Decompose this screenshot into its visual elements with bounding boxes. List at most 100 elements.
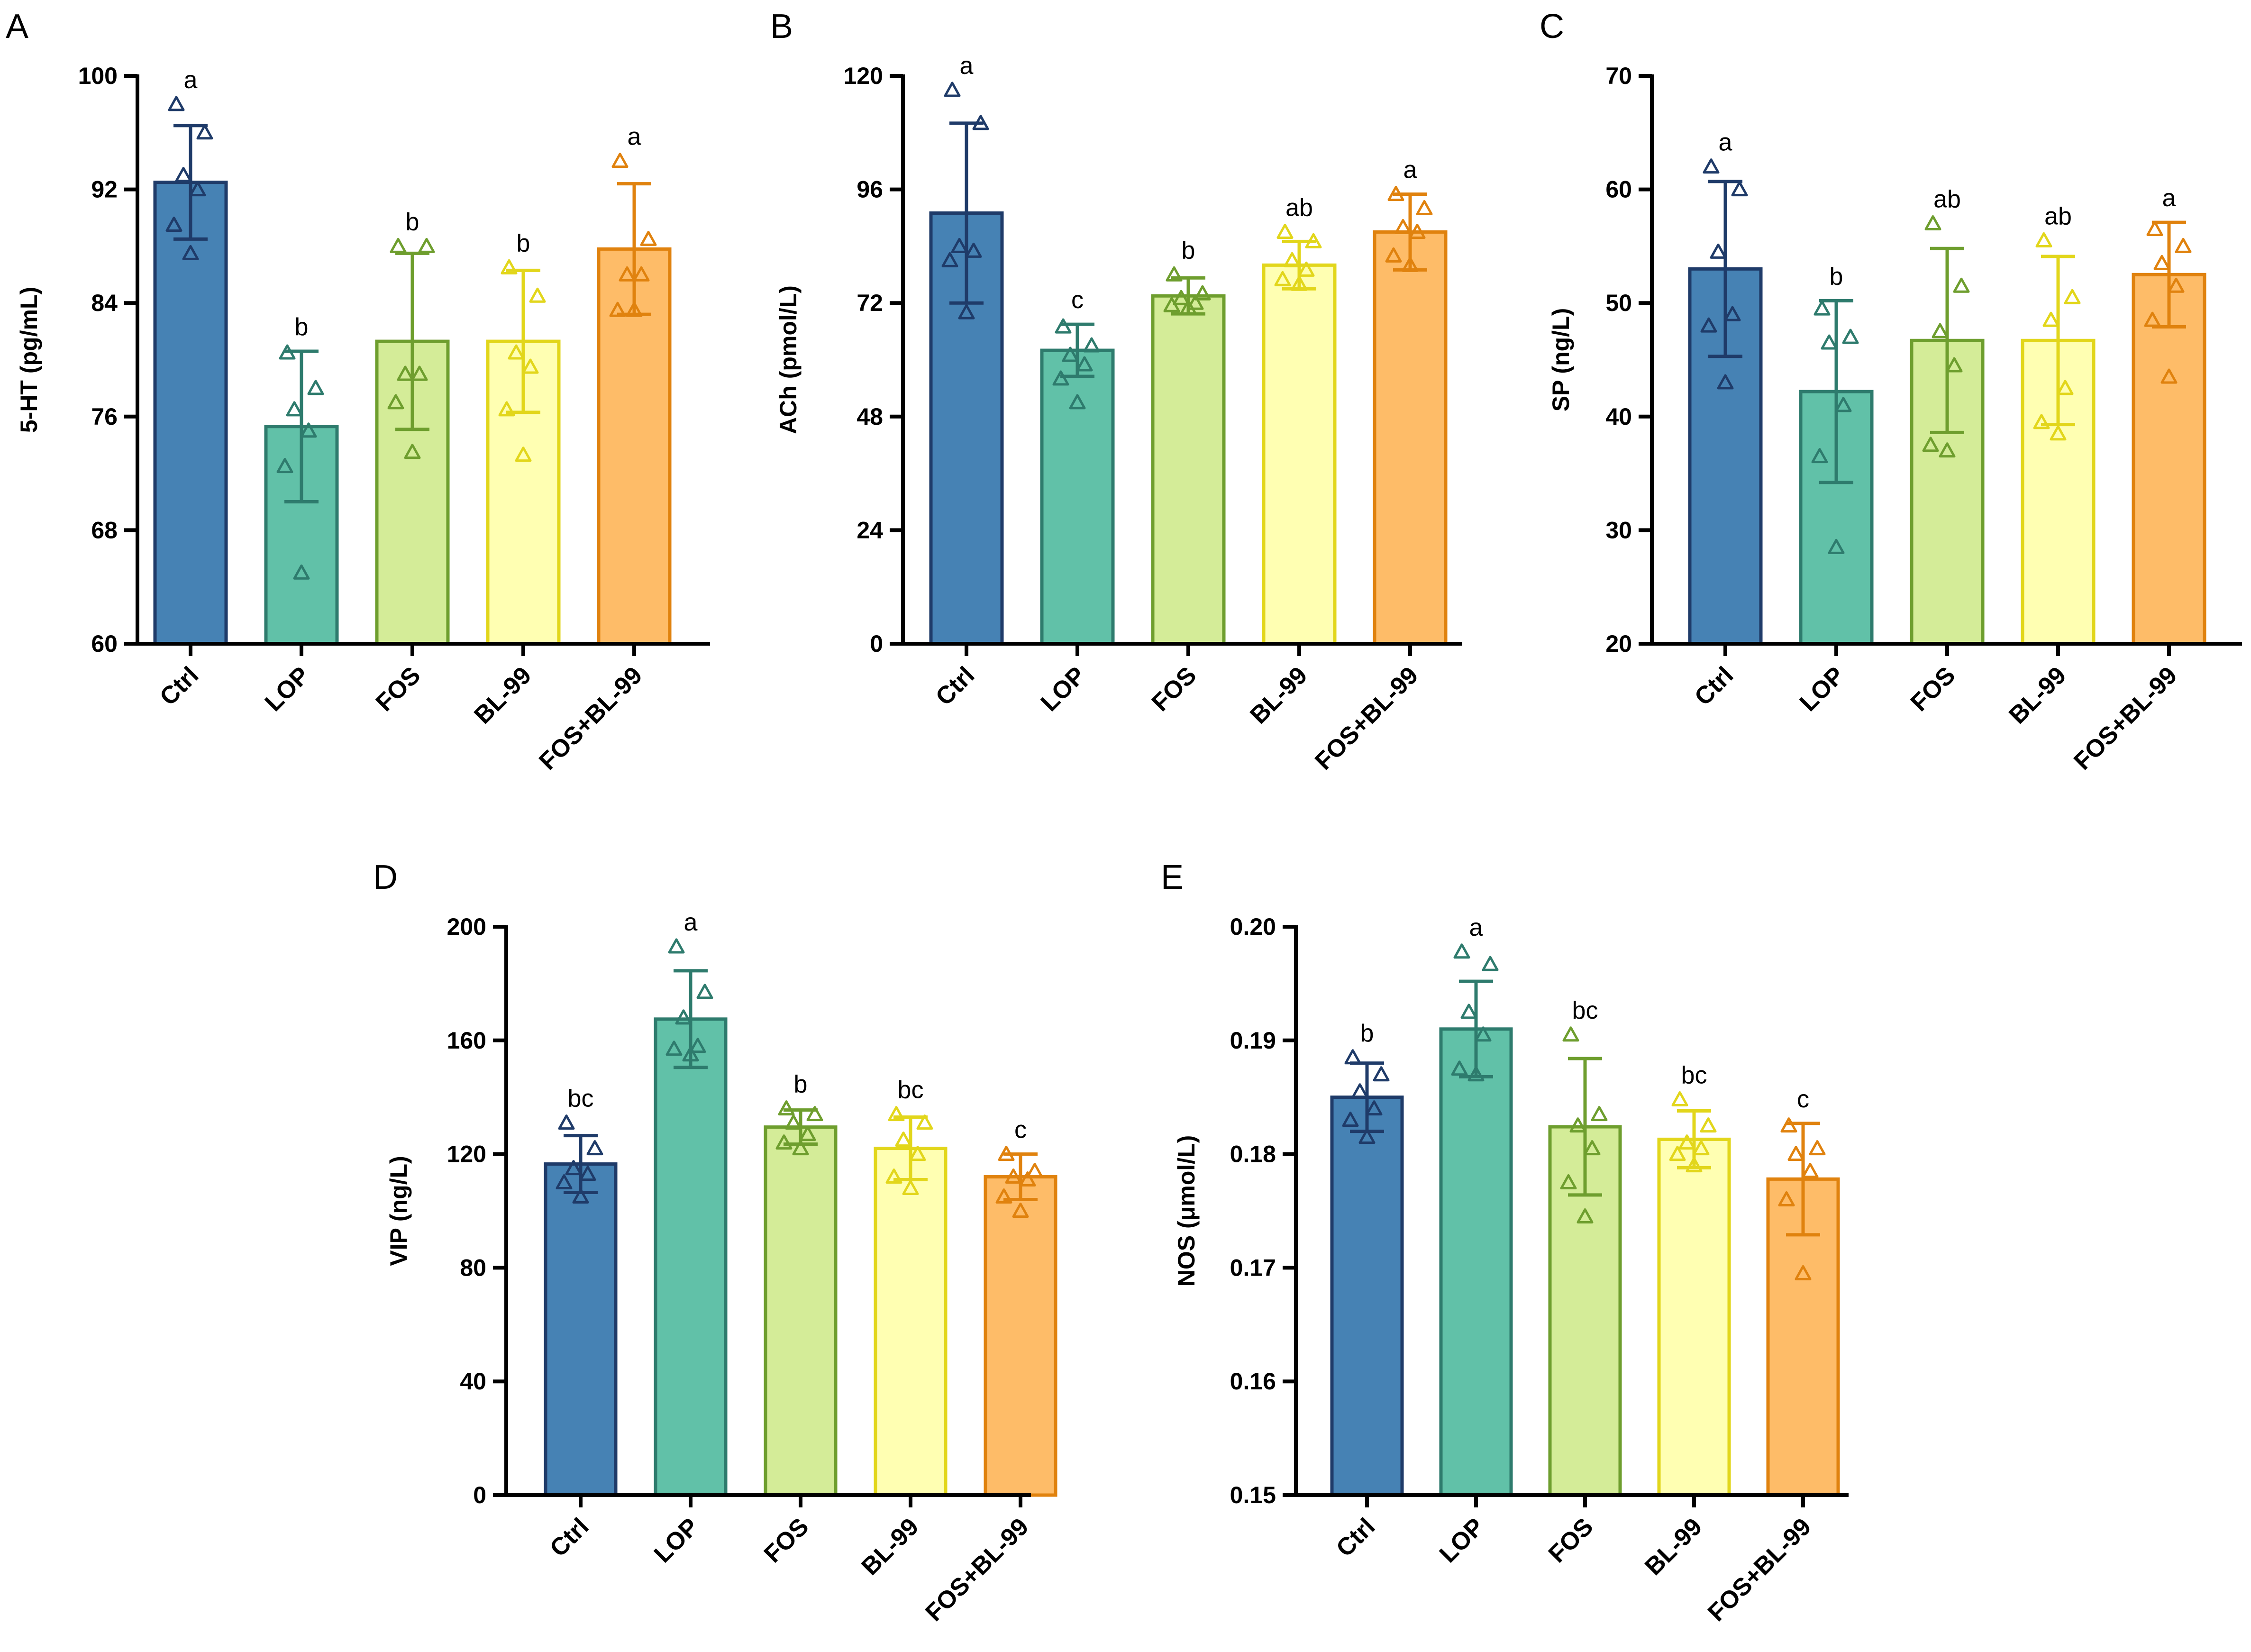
- data-point: [1012, 1203, 1029, 1218]
- data-point: [1460, 1004, 1477, 1019]
- y-tick-label: 48: [857, 403, 883, 430]
- data-point: [1163, 297, 1180, 312]
- data-point: [1946, 357, 1963, 373]
- panel-letter: D: [373, 858, 398, 896]
- significance-label: b: [517, 229, 530, 257]
- category-label: FOS+BL-99: [534, 661, 647, 775]
- y-tick-label: 24: [857, 517, 883, 543]
- data-point: [1731, 181, 1748, 197]
- significance-label: c: [1014, 1116, 1027, 1144]
- data-point: [1351, 1083, 1368, 1099]
- data-point: [1814, 300, 1831, 316]
- data-point: [404, 444, 421, 459]
- data-point: [2160, 368, 2178, 384]
- data-point: [397, 365, 414, 381]
- data-point: [1402, 256, 1419, 272]
- data-point: [1591, 1106, 1608, 1122]
- significance-label: ab: [1933, 185, 1961, 213]
- data-point: [1019, 1171, 1036, 1187]
- data-point: [609, 301, 626, 317]
- bar-bl-99: [2021, 338, 2096, 646]
- data-point: [2035, 232, 2052, 247]
- data-point: [1026, 1163, 1043, 1178]
- data-point: [775, 1134, 793, 1150]
- y-axis-title: SP (ng/L): [1548, 308, 1574, 412]
- y-tick-label: 60: [91, 630, 118, 657]
- data-point: [1724, 306, 1741, 321]
- y-tick-label: 0.16: [1230, 1368, 1276, 1395]
- bar-bl-99: [1657, 1137, 1731, 1497]
- data-point: [1953, 277, 1970, 293]
- data-point: [522, 358, 539, 374]
- data-point: [626, 301, 643, 317]
- data-point: [2033, 414, 2050, 429]
- y-tick-label: 0.18: [1230, 1141, 1276, 1168]
- data-point: [279, 344, 296, 360]
- data-point: [972, 115, 989, 130]
- bar-ctrl: [1330, 1095, 1404, 1497]
- data-point: [1453, 943, 1470, 959]
- data-point: [189, 181, 206, 197]
- data-point: [1187, 294, 1204, 310]
- data-point: [1569, 1117, 1586, 1133]
- y-axis-title: NOS (μmol/L): [1173, 1135, 1200, 1287]
- data-point: [1366, 1100, 1383, 1116]
- data-point: [682, 1046, 699, 1062]
- data-point: [508, 344, 525, 360]
- data-point: [611, 153, 629, 168]
- category-label: Ctrl: [1331, 1513, 1380, 1562]
- category-label: BL-99: [1640, 1513, 1707, 1580]
- data-point: [1584, 1140, 1601, 1156]
- data-point: [1562, 1026, 1579, 1042]
- category-label: BL-99: [856, 1513, 924, 1580]
- data-point: [1076, 356, 1093, 372]
- panel-e: E NOS (μmol/L) b Ctrl a LOP bc FOS bc BL-99 c FOS+B…: [1161, 858, 1849, 1627]
- category-label: FOS+BL-99: [1703, 1513, 1816, 1626]
- data-point: [1809, 1140, 1826, 1156]
- data-point: [2153, 255, 2170, 270]
- y-tick-label: 70: [1605, 63, 1632, 89]
- data-point: [1069, 394, 1086, 410]
- data-point: [675, 1009, 692, 1025]
- bar-fos+bl-99: [2132, 273, 2206, 646]
- data-point: [895, 1132, 912, 1147]
- data-point: [390, 237, 407, 253]
- data-point: [1342, 1112, 1359, 1127]
- significance-label: bc: [1681, 1061, 1707, 1089]
- data-point: [778, 1100, 795, 1116]
- category-label: LOP: [649, 1513, 704, 1568]
- data-point: [1276, 223, 1294, 239]
- data-point: [965, 242, 982, 258]
- data-point: [168, 96, 185, 111]
- data-point: [1166, 266, 1183, 282]
- bar-fos+bl-99: [1373, 230, 1448, 646]
- data-point: [501, 259, 518, 274]
- data-point: [565, 1160, 582, 1176]
- data-point: [2057, 380, 2074, 395]
- data-point: [515, 447, 532, 462]
- data-point: [1787, 1146, 1804, 1161]
- bar-ctrl: [544, 1162, 618, 1497]
- data-point: [2144, 311, 2161, 327]
- data-point: [944, 82, 961, 97]
- data-point: [182, 245, 199, 260]
- data-point: [1373, 1066, 1390, 1082]
- significance-label: c: [1797, 1086, 1809, 1113]
- significance-label: bc: [568, 1085, 594, 1113]
- panel-letter: B: [770, 8, 793, 46]
- y-tick-label: 160: [447, 1027, 486, 1054]
- significance-label: b: [794, 1071, 808, 1098]
- data-point: [1669, 1146, 1686, 1161]
- data-point: [293, 564, 310, 580]
- data-point: [2064, 289, 2081, 304]
- significance-label: bc: [898, 1077, 924, 1104]
- data-point: [1671, 1091, 1688, 1106]
- y-tick-label: 20: [1605, 630, 1632, 657]
- y-tick-label: 96: [857, 176, 883, 203]
- y-tick-label: 0: [870, 630, 883, 657]
- data-point: [1922, 437, 1939, 452]
- y-tick-label: 72: [857, 290, 883, 316]
- data-point: [1194, 285, 1211, 301]
- panel-d: D VIP (ng/L) bc Ctrl a LOP b FOS bc BL-99 c FOS+BL-…: [373, 858, 1057, 1627]
